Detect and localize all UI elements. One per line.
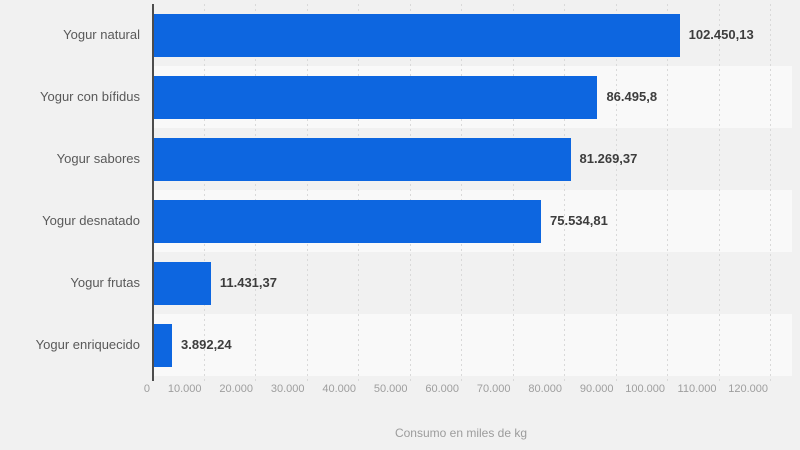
bar <box>152 75 598 119</box>
category-label: Yogur frutas <box>70 275 140 290</box>
x-tick-label: 120.000 <box>728 383 768 395</box>
gridline <box>358 4 359 381</box>
category-label: Yogur sabores <box>56 151 140 166</box>
gridline <box>564 4 565 381</box>
x-tick-label: 10.000 <box>167 383 202 395</box>
bar <box>152 137 571 181</box>
gridline <box>615 4 617 381</box>
bar-value-label: 75.534,81 <box>550 213 608 228</box>
x-tick-label: 90.000 <box>579 383 614 395</box>
bar <box>152 13 680 57</box>
gridline <box>203 4 205 381</box>
x-tick-label: 70.000 <box>476 383 511 395</box>
category-label: Yogur enriquecido <box>35 337 140 352</box>
bar-value-label: 3.892,24 <box>181 337 232 352</box>
gridline <box>255 4 256 381</box>
x-tick-label: 110.000 <box>677 383 717 395</box>
row-stripe <box>152 314 792 376</box>
bar-value-label: 81.269,37 <box>579 151 638 166</box>
x-tick-label: 30.000 <box>270 383 305 395</box>
x-tick-label: 50.000 <box>373 383 408 395</box>
x-axis-title: Consumo en miles de kg <box>394 426 528 440</box>
y-axis-line <box>152 4 154 381</box>
x-tick-label: 0 <box>143 383 150 395</box>
x-tick-label: 40.000 <box>322 383 356 395</box>
bar <box>152 199 541 243</box>
gridline <box>718 4 720 381</box>
gridline <box>461 4 462 381</box>
bar-value-label: 86.495,8 <box>606 89 658 104</box>
bar-value-label: 102.450,13 <box>688 27 754 42</box>
x-tick-label: 60.000 <box>425 383 459 395</box>
gridline <box>667 4 668 381</box>
bar-value-label: 11.431,37 <box>219 275 277 290</box>
category-label: Yogur con bífidus <box>40 89 140 104</box>
x-tick-label: 20.000 <box>219 383 253 395</box>
bar <box>152 323 173 367</box>
x-tick-label: 100.000 <box>625 383 665 395</box>
gridline <box>409 4 411 381</box>
x-tick-label: 80.000 <box>528 383 562 395</box>
category-label: Yogur natural <box>63 27 140 42</box>
gridline <box>512 4 514 381</box>
bar <box>152 261 211 305</box>
gridline <box>770 4 771 381</box>
category-label: Yogur desnatado <box>42 213 140 228</box>
gridline <box>306 4 308 381</box>
